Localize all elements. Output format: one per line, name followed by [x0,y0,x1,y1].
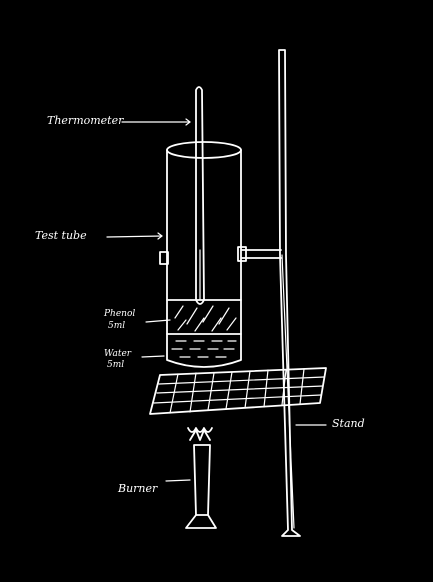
water-volume-label: 5ml [107,360,125,370]
phenol-volume-label: 5ml [108,321,126,331]
phenol-hatching [174,305,237,332]
test-tube-label: Test tube [35,229,87,242]
phenol-label: Phenol [104,309,136,319]
burner-label: Burner [118,482,158,495]
stand-label: Stand [332,417,365,430]
wire-gauze [149,367,327,415]
burner [185,427,217,529]
thermometer [195,86,205,305]
water-label: Water [104,349,132,359]
label-pointers [106,118,327,482]
water-dashes [171,340,237,358]
thermometer-label: Thermometer [47,114,124,127]
stand [278,49,301,537]
clamp-arm [159,246,282,265]
